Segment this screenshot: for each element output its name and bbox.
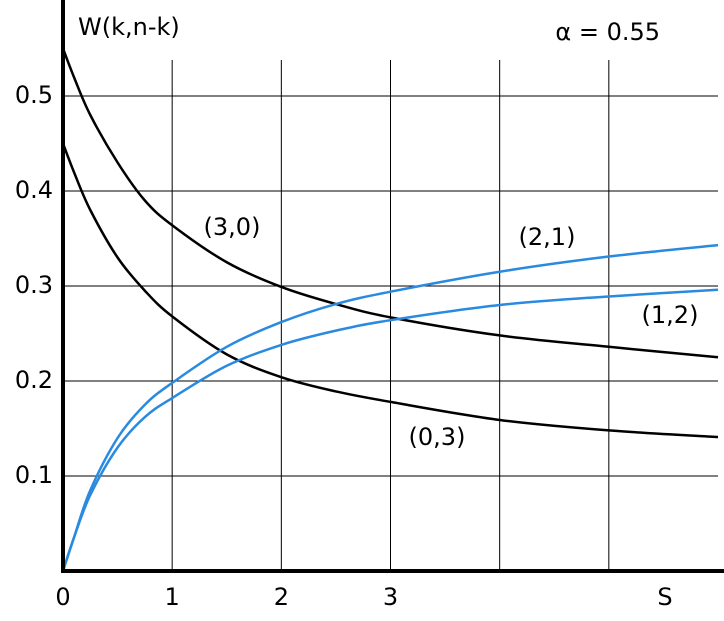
chart-title: W(k,n-k): [78, 13, 180, 41]
x-tick-label: 1: [165, 583, 180, 611]
x-axis-label: S: [657, 583, 672, 611]
x-tick-label: 0: [55, 583, 70, 611]
y-tick-label: 0.4: [15, 176, 53, 204]
series-line: [61, 288, 719, 572]
series-line: [61, 243, 719, 572]
annotation: α = 0.55: [555, 18, 660, 46]
y-tick-label: 0.2: [15, 366, 53, 394]
series-line: [61, 143, 719, 439]
y-tick-label: 0.5: [15, 81, 53, 109]
series-label: (2,1): [519, 223, 576, 251]
x-tick-label: 3: [383, 583, 398, 611]
series-label: (3,0): [204, 213, 261, 241]
y-tick-label: 0.3: [15, 271, 53, 299]
series-label: (1,2): [642, 301, 699, 329]
x-tick-label: 2: [274, 583, 289, 611]
y-tick-label: 0.1: [15, 461, 53, 489]
series-line: [61, 48, 719, 359]
series-label: (0,3): [409, 423, 466, 451]
